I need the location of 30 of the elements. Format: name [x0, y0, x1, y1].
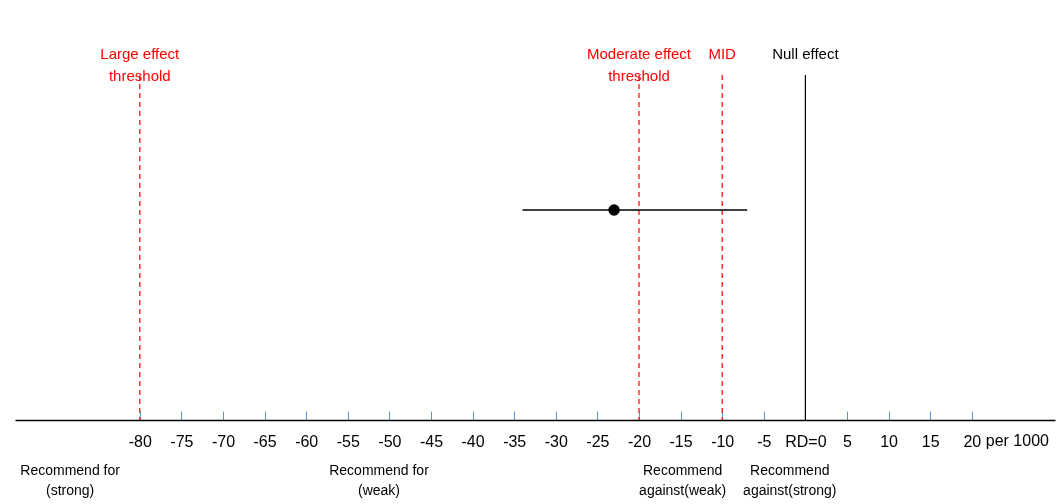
x-tick-label: -40 [461, 432, 485, 450]
x-tick-label: -70 [211, 432, 236, 450]
x-tick-label: -10 [711, 432, 735, 450]
ref-line-label: Moderate effect threshold [587, 45, 692, 84]
x-tick-label: -35 [503, 432, 527, 450]
x-tick-label: -75 [170, 432, 194, 450]
x-tick-label: 10 [880, 432, 899, 450]
x-tick-label: -80 [128, 432, 152, 450]
ref-line-label: MID [708, 45, 737, 62]
x-tick-label: 5 [843, 432, 853, 450]
text: Recommend against(strong) [743, 462, 837, 498]
x-tick-label: -65 [253, 432, 277, 450]
x-tick-label: -30 [544, 432, 568, 450]
ref-line-label: Null effect [772, 45, 840, 62]
x-tick-label: RD=0 [785, 432, 827, 450]
x-tick-label: -5 [757, 432, 772, 450]
x-tick-label: -15 [669, 432, 693, 450]
text: Recommend against(weak) [639, 462, 727, 498]
ref-line-label: Large effect threshold [100, 45, 181, 84]
x-tick-label: -55 [336, 432, 360, 450]
x-tick-label: 20 [963, 432, 982, 450]
text: Recommend for (weak) [329, 462, 430, 498]
x-tick-label: -50 [378, 432, 402, 450]
x-tick-label: -20 [627, 432, 652, 450]
text: Recommend for (strong) [20, 462, 121, 498]
x-tick-label: 15 [921, 432, 940, 450]
x-tick-label: -25 [586, 432, 610, 450]
x-tick-label: -60 [295, 432, 319, 450]
x-axis-title: per 1000 [985, 432, 1050, 449]
x-tick-label: -45 [419, 432, 444, 450]
